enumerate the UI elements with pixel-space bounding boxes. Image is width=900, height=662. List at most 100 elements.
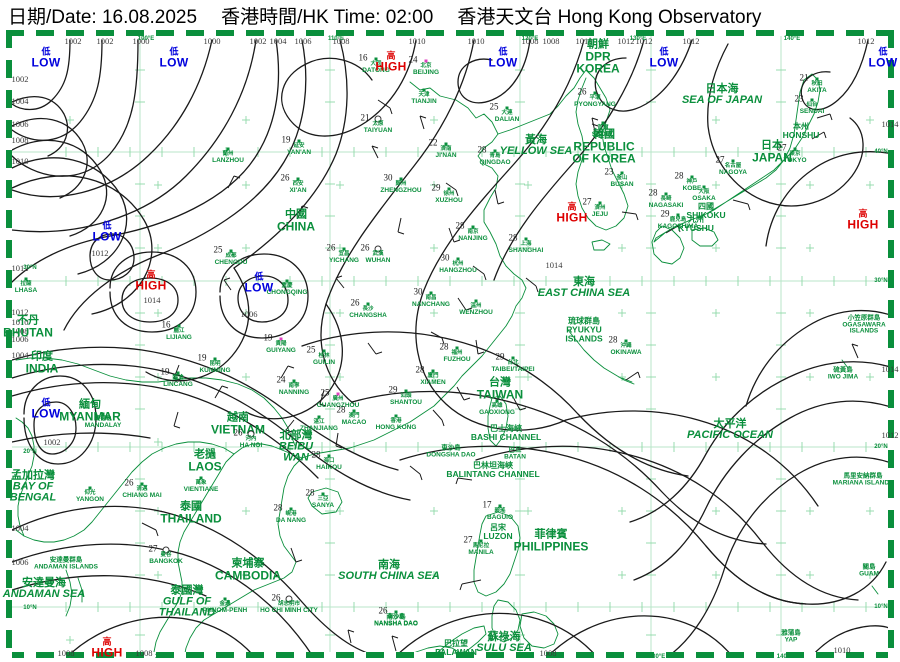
label-cn: 低 bbox=[254, 271, 264, 282]
label-cn: 蘭州 bbox=[222, 151, 234, 157]
label-cn: 大阪 bbox=[698, 189, 710, 195]
label-cn: 雅蒲島 bbox=[781, 629, 801, 637]
label-en: PYONGYANG bbox=[574, 100, 616, 108]
label-cn: 孟加拉灣 bbox=[10, 469, 55, 482]
label-en2: OF KOREA bbox=[572, 151, 636, 166]
label-cn: 北京 bbox=[420, 63, 432, 69]
station-symbol-dot bbox=[598, 201, 602, 205]
station-symbol-dot bbox=[366, 302, 370, 306]
label-cn: 低 bbox=[659, 46, 669, 57]
label-cn: 馬里安納群島 bbox=[843, 472, 883, 480]
isobar-label: 1012 bbox=[635, 35, 653, 46]
station-symbol-dot bbox=[444, 142, 448, 146]
label-en: DA NANG bbox=[275, 516, 307, 524]
isobar-label: 1000 bbox=[132, 35, 150, 46]
label-en: HAIKOU bbox=[316, 463, 342, 471]
station-label: 汕頭 SHANTOU bbox=[390, 393, 422, 406]
station-label: 萬象 VIENTIANE bbox=[184, 480, 219, 493]
station-symbol-dot bbox=[690, 175, 694, 179]
station-label: 福州 FUZHOU bbox=[443, 350, 470, 363]
label-en: LOW bbox=[244, 280, 274, 295]
isobar-label: 1010 bbox=[467, 35, 485, 46]
label-en: REPUBLIC bbox=[573, 139, 635, 154]
label-cn: 南寧 bbox=[288, 383, 300, 389]
sea-label: 黃海 YELLOW SEA bbox=[500, 135, 573, 157]
station-temperature: 30 bbox=[413, 286, 423, 297]
label-cn: 黃海 bbox=[524, 134, 547, 146]
graticule-label: 130°E bbox=[648, 654, 666, 660]
station-symbol-dot bbox=[431, 369, 435, 373]
label-cn: 曼德勒 bbox=[94, 416, 112, 422]
label-en: THAILAND bbox=[160, 511, 222, 526]
label-cn: 河內 bbox=[245, 436, 257, 442]
label-cn: 低 bbox=[41, 46, 51, 57]
pressure-system-high: 高 HIGH bbox=[375, 51, 406, 73]
isobar-label: 1002 bbox=[43, 436, 61, 447]
station-temperature: 26 bbox=[378, 605, 388, 616]
label-en: EAST CHINA SEA bbox=[537, 287, 631, 299]
label-cn: 福州 bbox=[451, 350, 463, 356]
island-label: 硫黃島 IWO JIMA bbox=[827, 367, 859, 381]
label-cn: 太平洋 bbox=[713, 418, 747, 430]
station-label: 仙台 SENDAI bbox=[800, 102, 825, 115]
label-en: BEIJING bbox=[412, 68, 440, 76]
station-symbol-dot bbox=[498, 504, 502, 508]
label-en: SEA OF JAPAN bbox=[681, 94, 763, 106]
region-label: 本州 HONSHU bbox=[783, 122, 820, 140]
isobar-label: 1012 bbox=[11, 262, 29, 273]
label-en: BEIBU bbox=[278, 440, 314, 453]
label-en: CHENGDU bbox=[214, 258, 248, 266]
graticule-plus-marks bbox=[66, 116, 874, 644]
label-cn: 胡志明市 bbox=[277, 601, 300, 607]
station-symbol-circle bbox=[285, 595, 293, 603]
label-en: BHUTAN bbox=[3, 325, 53, 340]
station-temperature: 26 bbox=[326, 242, 336, 253]
label-cn: 金邊 bbox=[219, 601, 231, 607]
station-symbol-dot bbox=[664, 192, 668, 196]
label-cn: 麗江 bbox=[173, 328, 185, 334]
island-label: 南沙島 NANSHA DAO bbox=[374, 614, 418, 628]
station-symbol-dot bbox=[226, 147, 230, 151]
station-label: 清邁 CHIANG MAI bbox=[122, 486, 161, 499]
station-symbol-dot bbox=[223, 597, 227, 601]
region-label: 琉球群島 RYUKYU ISLANDS bbox=[565, 317, 602, 343]
label-cn: 釜山 bbox=[616, 175, 628, 181]
island-label: 馬里安納群島 MARIANA ISLANDS bbox=[833, 472, 894, 487]
graticule-label: 120°E bbox=[521, 36, 539, 42]
station-temperature: 27 bbox=[777, 142, 787, 153]
label-cn: 廈門 bbox=[427, 373, 439, 379]
station-label: 長崎 NAGASAKI bbox=[649, 196, 684, 209]
label-cn: 貴陽 bbox=[275, 341, 287, 347]
station-label: 峴港 DA NANG bbox=[275, 511, 307, 524]
pressure-system-low: 低 LOW bbox=[32, 46, 61, 69]
label-en: HIGH bbox=[556, 210, 588, 225]
graticule-label: 10°N bbox=[23, 605, 37, 611]
station-symbol-dot bbox=[297, 139, 301, 143]
country-label: 台灣 TAIWAN bbox=[477, 377, 523, 401]
label-cn: 澳門 bbox=[348, 413, 360, 419]
label-cn: 安達曼海 bbox=[22, 577, 66, 589]
header-agency: 香港天文台 Hong Kong Observatory bbox=[457, 6, 762, 28]
label-en: DATONG bbox=[362, 66, 390, 74]
station-temperature: 28 bbox=[674, 170, 684, 181]
station-temperature: 24 bbox=[276, 374, 286, 385]
station-temperature: 26 bbox=[271, 592, 281, 603]
sea-label: 日本海 SEA OF JAPAN bbox=[682, 84, 762, 106]
label-cn: 泰國 bbox=[179, 500, 202, 513]
station-symbol-dot bbox=[289, 507, 293, 511]
label-en: NANSHA DAO bbox=[374, 619, 418, 627]
station-label: 仰光 YANGON bbox=[76, 490, 104, 503]
label-en: TAIYUAN bbox=[363, 126, 393, 134]
pressure-system-high: 高 HIGH bbox=[847, 208, 878, 231]
pressure-system-low: 低 LOW bbox=[244, 271, 274, 295]
station-temperature: 28 bbox=[273, 502, 283, 513]
label-en: IWO JIMA bbox=[827, 373, 859, 380]
station-temperature: 28 bbox=[415, 364, 425, 375]
label-en: GUAM bbox=[859, 570, 879, 577]
label-cn: 高 bbox=[858, 208, 868, 219]
station-label: 平壤 PYONGYANG bbox=[574, 95, 616, 108]
station-symbol-dot bbox=[285, 279, 289, 283]
label-cn: 南沙島 bbox=[387, 614, 405, 620]
country-label: 中國 CHINA bbox=[277, 209, 315, 233]
